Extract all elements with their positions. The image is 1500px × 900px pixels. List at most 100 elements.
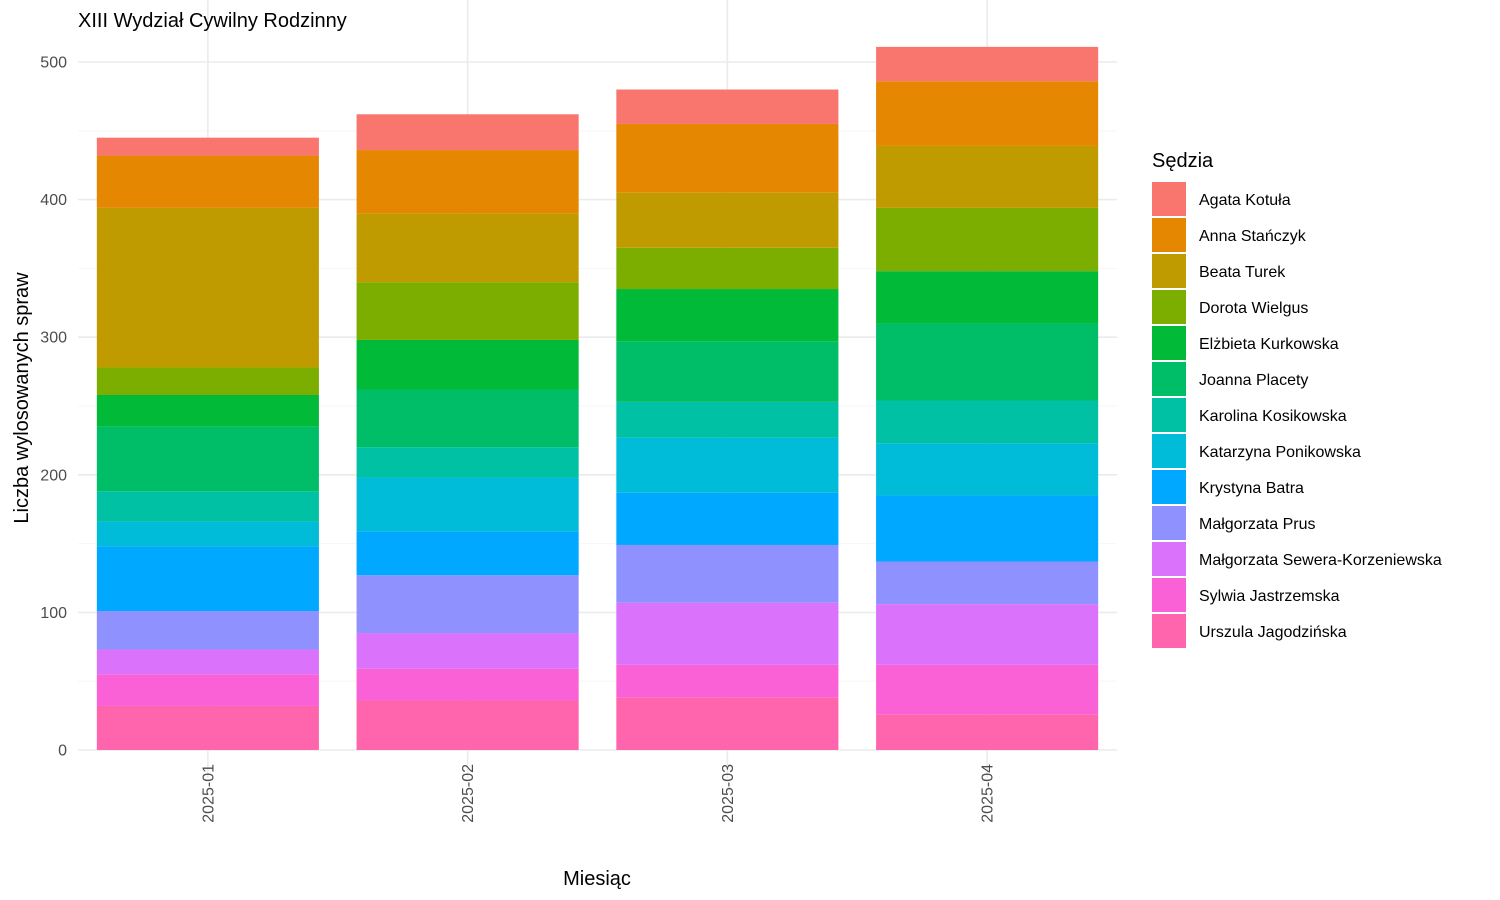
bar-segment-karolina-kosikowska-2025-02	[356, 447, 579, 478]
legend-swatch	[1152, 218, 1186, 252]
bar-segment-malgorzata-prus-2025-01	[96, 611, 319, 650]
legend-item-malgorzata-prus: Małgorzata Prus	[1152, 506, 1316, 540]
legend-item-karolina-kosikowska: Karolina Kosikowska	[1152, 398, 1347, 432]
bar-segment-anna-stanczyk-2025-02	[356, 150, 579, 214]
x-tick-label: 2025-02	[460, 764, 477, 823]
legend-swatch	[1152, 470, 1186, 504]
legend-label: Krystyna Batra	[1199, 480, 1304, 497]
y-tick-label: 400	[40, 192, 67, 209]
bar-segment-sylwia-jastrzemska-2025-02	[356, 668, 579, 701]
bar-segment-anna-stanczyk-2025-01	[96, 155, 319, 208]
bar-segment-elzbieta-kurkowska-2025-03	[616, 289, 839, 342]
bar-segment-agata-kotula-2025-04	[876, 46, 1099, 82]
bar-segment-karolina-kosikowska-2025-03	[616, 401, 839, 438]
bar-segment-krystyna-batra-2025-01	[96, 546, 319, 612]
bar-segment-malgorzata-sewera-korzeniewska-2025-03	[616, 602, 839, 665]
y-tick-label: 200	[40, 467, 67, 484]
bar-segment-sylwia-jastrzemska-2025-03	[616, 664, 839, 698]
legend-swatch	[1152, 290, 1186, 324]
legend-label: Sylwia Jastrzemska	[1199, 588, 1340, 605]
legend-swatch	[1152, 578, 1186, 612]
legend-swatch	[1152, 254, 1186, 288]
bar-segment-urszula-jagodzinska-2025-01	[96, 705, 319, 750]
chart-title: XIII Wydział Cywilny Rodzinny	[78, 10, 347, 32]
bar-segment-anna-stanczyk-2025-04	[876, 81, 1099, 146]
legend-item-agata-kotula: Agata Kotuła	[1152, 182, 1291, 216]
legend-label: Dorota Wielgus	[1199, 300, 1308, 317]
bar-segment-katarzyna-ponikowska-2025-02	[356, 477, 579, 532]
legend-item-joanna-placety: Joanna Placety	[1152, 362, 1308, 396]
legend-item-malgorzata-sewera-korzeniewska: Małgorzata Sewera-Korzeniewska	[1152, 542, 1442, 576]
legend-label: Katarzyna Ponikowska	[1199, 444, 1361, 461]
bar-segment-malgorzata-prus-2025-02	[356, 575, 579, 634]
legend-item-urszula-jagodzinska: Urszula Jagodzińska	[1152, 614, 1347, 648]
legend-swatch	[1152, 398, 1186, 432]
bar-segment-malgorzata-prus-2025-04	[876, 561, 1099, 605]
bar-segment-anna-stanczyk-2025-03	[616, 123, 839, 193]
legend-swatch	[1152, 434, 1186, 468]
legend-label: Anna Stańczyk	[1199, 228, 1307, 245]
legend-label: Elżbieta Kurkowska	[1199, 336, 1339, 353]
legend-label: Beata Turek	[1199, 264, 1286, 281]
legend-item-krystyna-batra: Krystyna Batra	[1152, 470, 1304, 504]
bar-segment-joanna-placety-2025-03	[616, 341, 839, 402]
x-tick-label: 2025-01	[200, 764, 217, 823]
bar-segment-urszula-jagodzinska-2025-02	[356, 700, 579, 750]
legend-title: Sędzia	[1152, 150, 1214, 172]
bar-segment-karolina-kosikowska-2025-01	[96, 491, 319, 522]
bar-segment-urszula-jagodzinska-2025-03	[616, 697, 839, 750]
legend-label: Agata Kotuła	[1199, 192, 1291, 209]
bar-segment-beata-turek-2025-03	[616, 192, 839, 248]
bar-segment-dorota-wielgus-2025-01	[96, 367, 319, 395]
bar-segment-krystyna-batra-2025-03	[616, 492, 839, 545]
bar-segment-joanna-placety-2025-02	[356, 389, 579, 448]
bar-segment-krystyna-batra-2025-04	[876, 495, 1099, 562]
legend-item-katarzyna-ponikowska: Katarzyna Ponikowska	[1152, 434, 1361, 468]
bar-segment-beata-turek-2025-02	[356, 213, 579, 283]
bar-segment-beata-turek-2025-04	[876, 145, 1099, 208]
legend-item-beata-turek: Beata Turek	[1152, 254, 1286, 288]
bar-segment-dorota-wielgus-2025-04	[876, 207, 1099, 272]
bar-stack-2025-01	[96, 137, 319, 750]
bar-segment-elzbieta-kurkowska-2025-04	[876, 271, 1099, 324]
bar-segment-joanna-placety-2025-01	[96, 426, 319, 492]
legend-swatch	[1152, 182, 1186, 216]
bar-segment-agata-kotula-2025-03	[616, 89, 839, 124]
bar-segment-dorota-wielgus-2025-03	[616, 247, 839, 290]
bar-segment-krystyna-batra-2025-02	[356, 531, 579, 576]
bar-segment-sylwia-jastrzemska-2025-01	[96, 674, 319, 706]
bar-segment-beata-turek-2025-01	[96, 207, 319, 368]
bar-stack-2025-02	[356, 114, 579, 750]
legend: Sędzia Agata Kotuła Anna Stańczyk Beata Tu…	[1152, 150, 1442, 648]
y-tick-label: 300	[40, 330, 67, 347]
legend-label: Karolina Kosikowska	[1199, 408, 1347, 425]
bar-stack-2025-03	[616, 89, 839, 750]
legend-item-dorota-wielgus: Dorota Wielgus	[1152, 290, 1308, 324]
legend-swatch	[1152, 542, 1186, 576]
bar-segment-katarzyna-ponikowska-2025-04	[876, 443, 1099, 496]
legend-label: Joanna Placety	[1199, 372, 1308, 389]
bar-segment-katarzyna-ponikowska-2025-01	[96, 521, 319, 547]
x-axis-title: Miesiąc	[563, 868, 631, 890]
x-tick-label: 2025-03	[720, 764, 737, 823]
x-axis-ticks: 2025-01 2025-02 2025-03 2025-04	[200, 764, 996, 823]
bar-segment-joanna-placety-2025-04	[876, 323, 1099, 401]
bar-segment-elzbieta-kurkowska-2025-01	[96, 394, 319, 427]
legend-label: Małgorzata Sewera-Korzeniewska	[1199, 552, 1442, 569]
y-tick-label: 100	[40, 605, 67, 622]
bar-segment-karolina-kosikowska-2025-04	[876, 400, 1099, 444]
bar-stack-2025-04	[876, 46, 1099, 750]
legend-swatch	[1152, 506, 1186, 540]
y-axis-title: Liczba wylosowanych spraw	[11, 272, 33, 524]
legend-item-anna-stanczyk: Anna Stańczyk	[1152, 218, 1307, 252]
bar-segment-malgorzata-prus-2025-03	[616, 544, 839, 603]
bar-segment-urszula-jagodzinska-2025-04	[876, 714, 1099, 750]
y-tick-label: 0	[58, 743, 67, 760]
bar-segment-elzbieta-kurkowska-2025-02	[356, 339, 579, 390]
bar-segment-malgorzata-sewera-korzeniewska-2025-01	[96, 649, 319, 675]
bars	[96, 46, 1099, 750]
legend-swatch	[1152, 362, 1186, 396]
legend-item-sylwia-jastrzemska: Sylwia Jastrzemska	[1152, 578, 1340, 612]
